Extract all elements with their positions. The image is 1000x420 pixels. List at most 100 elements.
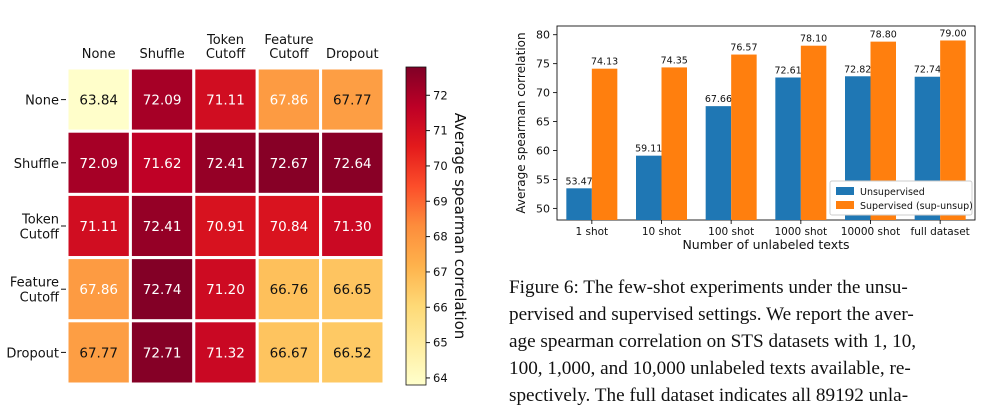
y-tick-label: 55 bbox=[536, 173, 550, 186]
heatmap-col-label: Token bbox=[206, 33, 244, 48]
heatmap-cell-value: 71.32 bbox=[206, 345, 245, 361]
heatmap-cell-value: 71.11 bbox=[206, 93, 245, 109]
heatmap-cell bbox=[319, 129, 386, 196]
colorbar-tick-label: 67 bbox=[433, 265, 448, 279]
bar-supervised bbox=[661, 67, 687, 220]
heatmap-cell-value: 72.09 bbox=[143, 93, 182, 109]
legend-swatch bbox=[836, 187, 854, 195]
bar-supervised bbox=[591, 68, 618, 221]
bar-unsupervised bbox=[705, 106, 732, 220]
bar-supervised bbox=[800, 45, 827, 221]
heatmap-cell-value: 71.20 bbox=[206, 282, 245, 298]
heatmap-cell bbox=[255, 256, 323, 323]
caption-line-4: 100, 1,000, and 10,000 unlabeled texts a… bbox=[509, 358, 911, 379]
y-tick-label: 75 bbox=[536, 58, 550, 71]
bar-value-label: 79.00 bbox=[939, 28, 966, 39]
colorbar-tick-label: 69 bbox=[433, 194, 448, 208]
heatmap-col-label: None bbox=[82, 47, 116, 62]
heatmap-col-label: Feature bbox=[264, 33, 313, 48]
legend-label: Supervised (sup-unsup) bbox=[860, 201, 973, 212]
colorbar-label: Average spearman correlation bbox=[451, 113, 469, 340]
colorbar bbox=[405, 66, 427, 386]
heatmap-cell-value: 66.65 bbox=[333, 282, 372, 298]
heatmap-row-label: Token bbox=[21, 213, 59, 228]
legend-box bbox=[829, 180, 973, 216]
heatmap-cell bbox=[65, 256, 132, 323]
caption-line-5: spectively. The full dataset indicates a… bbox=[509, 385, 909, 406]
bar-unsupervised bbox=[566, 188, 592, 220]
heatmap-col-label: Shuffle bbox=[139, 47, 184, 62]
heatmap-cell-value: 72.41 bbox=[206, 156, 245, 172]
heatmap-cell-value: 70.84 bbox=[270, 219, 309, 235]
x-tick-label: 100 shot bbox=[708, 226, 754, 238]
bar-value-label: 74.13 bbox=[591, 57, 618, 68]
y-tick-label: 60 bbox=[536, 145, 550, 158]
bar-unsupervised bbox=[775, 77, 801, 220]
bar-value-label: 78.10 bbox=[800, 34, 827, 45]
heatmap-row-label: Dropout bbox=[6, 346, 59, 361]
legend: Unsupervised Supervised (sup-unsup) bbox=[829, 180, 973, 216]
heatmap-cell-value: 71.11 bbox=[79, 219, 118, 235]
heatmap-cell-value: 67.86 bbox=[270, 93, 309, 109]
heatmap-cell-value: 70.91 bbox=[206, 219, 245, 235]
y-tick-label: 50 bbox=[536, 202, 550, 215]
heatmap-cell-value: 72.41 bbox=[143, 219, 182, 235]
heatmap-col-label: Cutoff bbox=[269, 47, 309, 62]
heatmap-col-label: Cutoff bbox=[206, 47, 246, 62]
caption-label: Figure 6: bbox=[509, 277, 579, 298]
caption-line-1: Figure 6: The few-shot experiments under… bbox=[509, 274, 987, 301]
x-tick-label: 1000 shot bbox=[774, 226, 827, 238]
y-tick-label: 70 bbox=[536, 87, 550, 100]
x-tick-label: 1 shot bbox=[575, 226, 608, 238]
colorbar-tick-label: 72 bbox=[433, 88, 448, 102]
heatmap-cell-value: 72.09 bbox=[79, 156, 118, 172]
bar-value-label: 53.47 bbox=[565, 176, 592, 187]
colorbar-tick-label: 65 bbox=[433, 336, 448, 350]
caption-line-3: age spearman correlation on STS datasets… bbox=[509, 331, 917, 352]
legend-swatch bbox=[836, 201, 854, 209]
bar-value-label: 59.11 bbox=[635, 144, 662, 155]
heatmap-cell bbox=[128, 256, 196, 323]
y-tick-label: 80 bbox=[536, 29, 550, 42]
bar-value-label: 76.57 bbox=[730, 43, 757, 54]
y-tick-label: 65 bbox=[536, 116, 550, 129]
heatmap-cell-value: 71.62 bbox=[143, 156, 182, 172]
x-tick-label: full dataset bbox=[911, 226, 970, 238]
bar-value-label: 78.80 bbox=[870, 30, 897, 41]
bar-supervised bbox=[731, 54, 757, 220]
heatmap-row-label: Shuffle bbox=[14, 157, 59, 172]
heatmap-cell bbox=[319, 256, 386, 323]
colorbar-tick-label: 66 bbox=[433, 300, 448, 314]
heatmap-cell-value: 67.77 bbox=[333, 93, 372, 109]
heatmap-cell bbox=[65, 319, 132, 386]
heatmap-cell bbox=[319, 319, 386, 386]
heatmap-row-label: Feature bbox=[10, 276, 59, 291]
heatmap-cell-value: 67.77 bbox=[79, 345, 118, 361]
heatmap-row-label: None bbox=[25, 94, 59, 109]
colorbar-tick-label: 70 bbox=[433, 159, 448, 173]
bar-value-label: 72.61 bbox=[774, 65, 801, 76]
figure-caption: Figure 6: The few-shot experiments under… bbox=[509, 274, 987, 409]
heatmap-col-label: Dropout bbox=[326, 47, 379, 62]
caption-line-1-text: The few-shot experiments under the unsu- bbox=[583, 277, 908, 298]
heatmap-cell bbox=[128, 192, 196, 260]
heatmap-row-label: Cutoff bbox=[20, 291, 60, 306]
legend-label: Unsupervised bbox=[860, 187, 925, 198]
heatmap-cell-value: 71.30 bbox=[333, 219, 372, 235]
heatmap-cell-value: 67.86 bbox=[79, 282, 118, 298]
x-tick-label: 10 shot bbox=[642, 226, 681, 238]
bar-value-label: 72.74 bbox=[914, 65, 941, 76]
bar-chart: 50 55 60 65 70 75 80 53.47 74.13 1 shot 59.11 74.35… bbox=[514, 25, 976, 252]
heatmap-cell bbox=[192, 319, 259, 386]
heatmap-chart: 63.84 72.09 71.11 67.86 67.77 72.09 71.62 72.41… bbox=[6, 33, 469, 386]
bar-value-label: 74.35 bbox=[661, 55, 688, 66]
y-axis-label: Average spearman correlation bbox=[514, 32, 528, 213]
bar-unsupervised bbox=[636, 155, 662, 220]
x-axis-label: Number of unlabeled texts bbox=[682, 237, 849, 252]
heatmap-cell bbox=[192, 129, 259, 196]
x-tick-label: 10000 shot bbox=[841, 226, 900, 238]
heatmap-cell-value: 72.64 bbox=[333, 156, 372, 172]
heatmap-cell-value: 72.67 bbox=[270, 156, 309, 172]
heatmap-cell-value: 66.76 bbox=[270, 282, 309, 298]
